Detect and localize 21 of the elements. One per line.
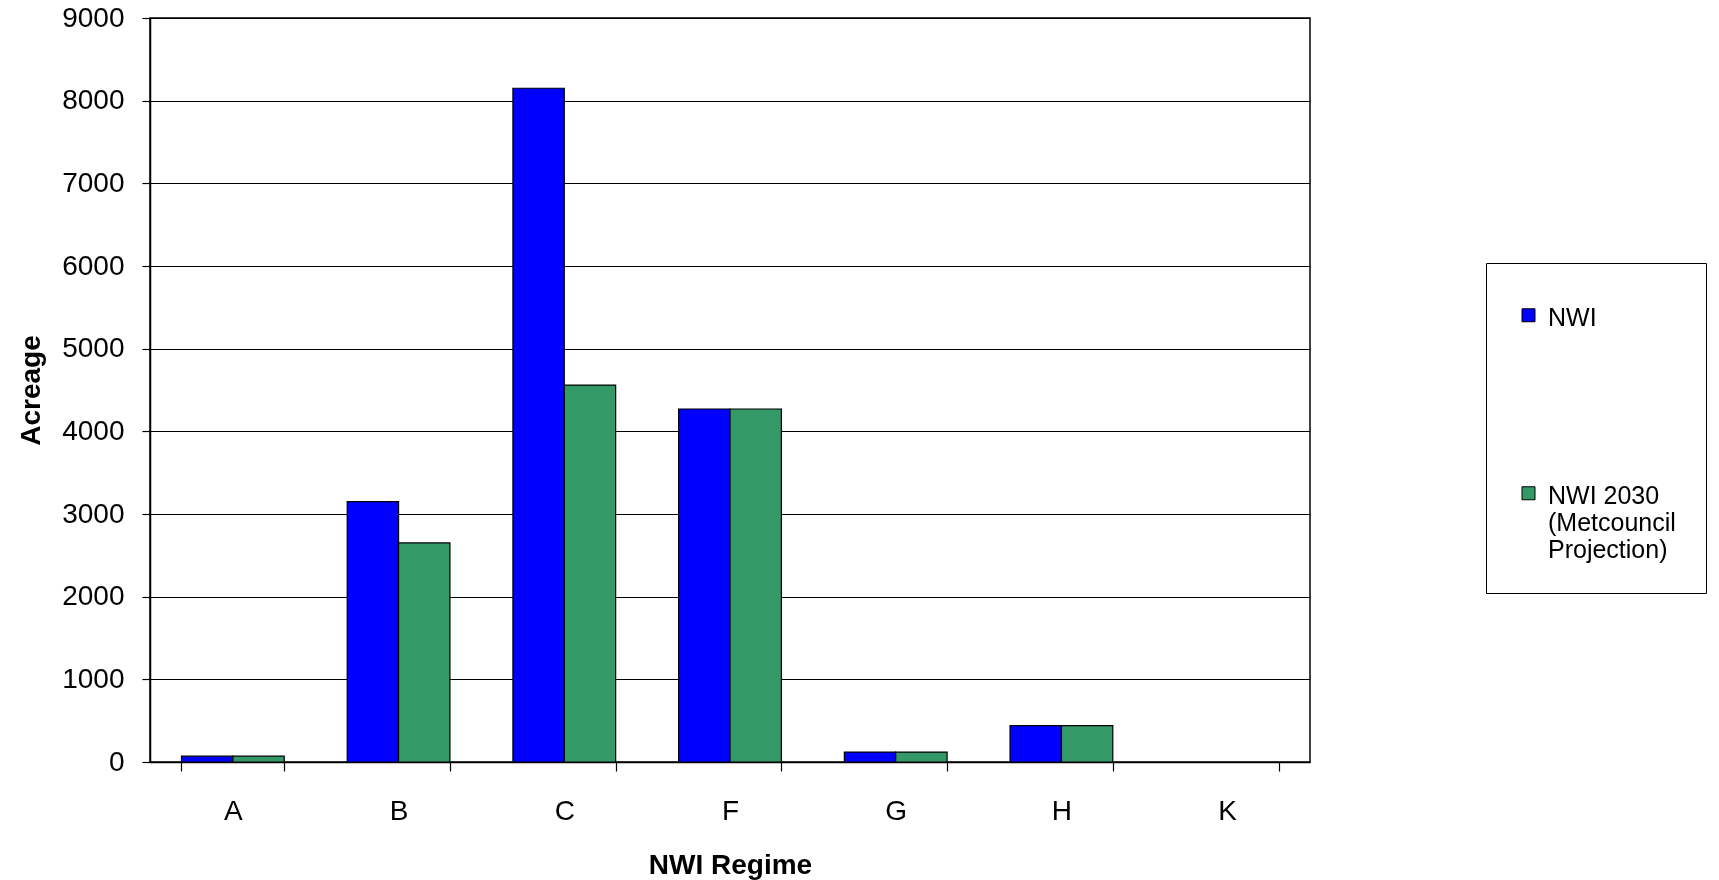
y-tick-label: 2000: [62, 580, 125, 612]
y-axis-title: Acreage: [15, 335, 47, 446]
x-axis-title: NWI Regime: [648, 848, 813, 880]
x-tick-label: A: [224, 794, 244, 826]
y-tick-label: 1000: [62, 662, 125, 694]
x-tick-label: C: [554, 794, 575, 826]
y-tick-label: 7000: [62, 166, 125, 198]
x-tick-label: F: [721, 794, 740, 826]
x-tick-label: B: [389, 794, 409, 826]
y-tick-label: 3000: [62, 497, 125, 529]
y-tick-label: 0: [108, 745, 125, 777]
y-tick-label: 8000: [62, 84, 125, 116]
y-tick-label: 6000: [62, 249, 125, 281]
x-tick-label: G: [885, 794, 908, 826]
y-tick-label: 9000: [62, 1, 125, 33]
x-tick-label: K: [1218, 794, 1238, 826]
legend-label: NWI: [1548, 302, 1597, 331]
x-tick-label: H: [1051, 794, 1073, 826]
y-tick-label: 5000: [62, 332, 125, 364]
y-tick-label: 4000: [62, 414, 125, 446]
legend-label: NWI 2030 (Metcouncil Projection): [1548, 480, 1676, 563]
